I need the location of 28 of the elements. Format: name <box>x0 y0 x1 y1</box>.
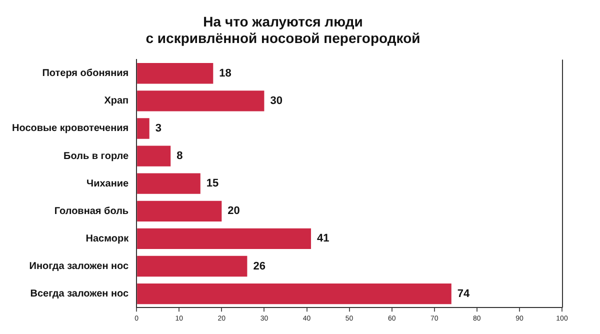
bar <box>137 118 150 139</box>
y-tick-label: Носовые кровотечения <box>12 123 129 134</box>
data-label: 74 <box>457 288 471 300</box>
data-label: 30 <box>270 94 282 107</box>
data-label: 3 <box>155 122 162 135</box>
bar <box>137 200 222 222</box>
bar <box>137 256 248 277</box>
bar <box>137 283 452 304</box>
data-label: 15 <box>206 178 219 190</box>
bar <box>137 90 264 112</box>
y-tick-label: Потеря обоняния <box>42 68 129 80</box>
bar <box>137 228 312 250</box>
y-tick-label: Головная боль <box>54 206 129 217</box>
data-label: 20 <box>228 205 240 218</box>
data-label: 18 <box>219 67 232 80</box>
bar <box>137 63 214 84</box>
chart-title: На что жалуются люди с искривлённой носовой перегородкой <box>146 13 420 46</box>
y-tick-label: Всегда заложен нос <box>30 288 130 300</box>
y-tick-label: Чихание <box>86 178 130 190</box>
y-tick-label: Насморк <box>86 233 130 244</box>
data-label: 26 <box>253 260 266 272</box>
y-tick-label: Храп <box>104 96 129 107</box>
data-label: 8 <box>176 150 183 162</box>
bar <box>137 173 200 194</box>
y-tick-label: Боль в горле <box>64 150 130 162</box>
bar <box>137 146 171 166</box>
data-label: 41 <box>317 232 330 245</box>
y-tick-label: Иногда заложен нос <box>29 261 130 272</box>
